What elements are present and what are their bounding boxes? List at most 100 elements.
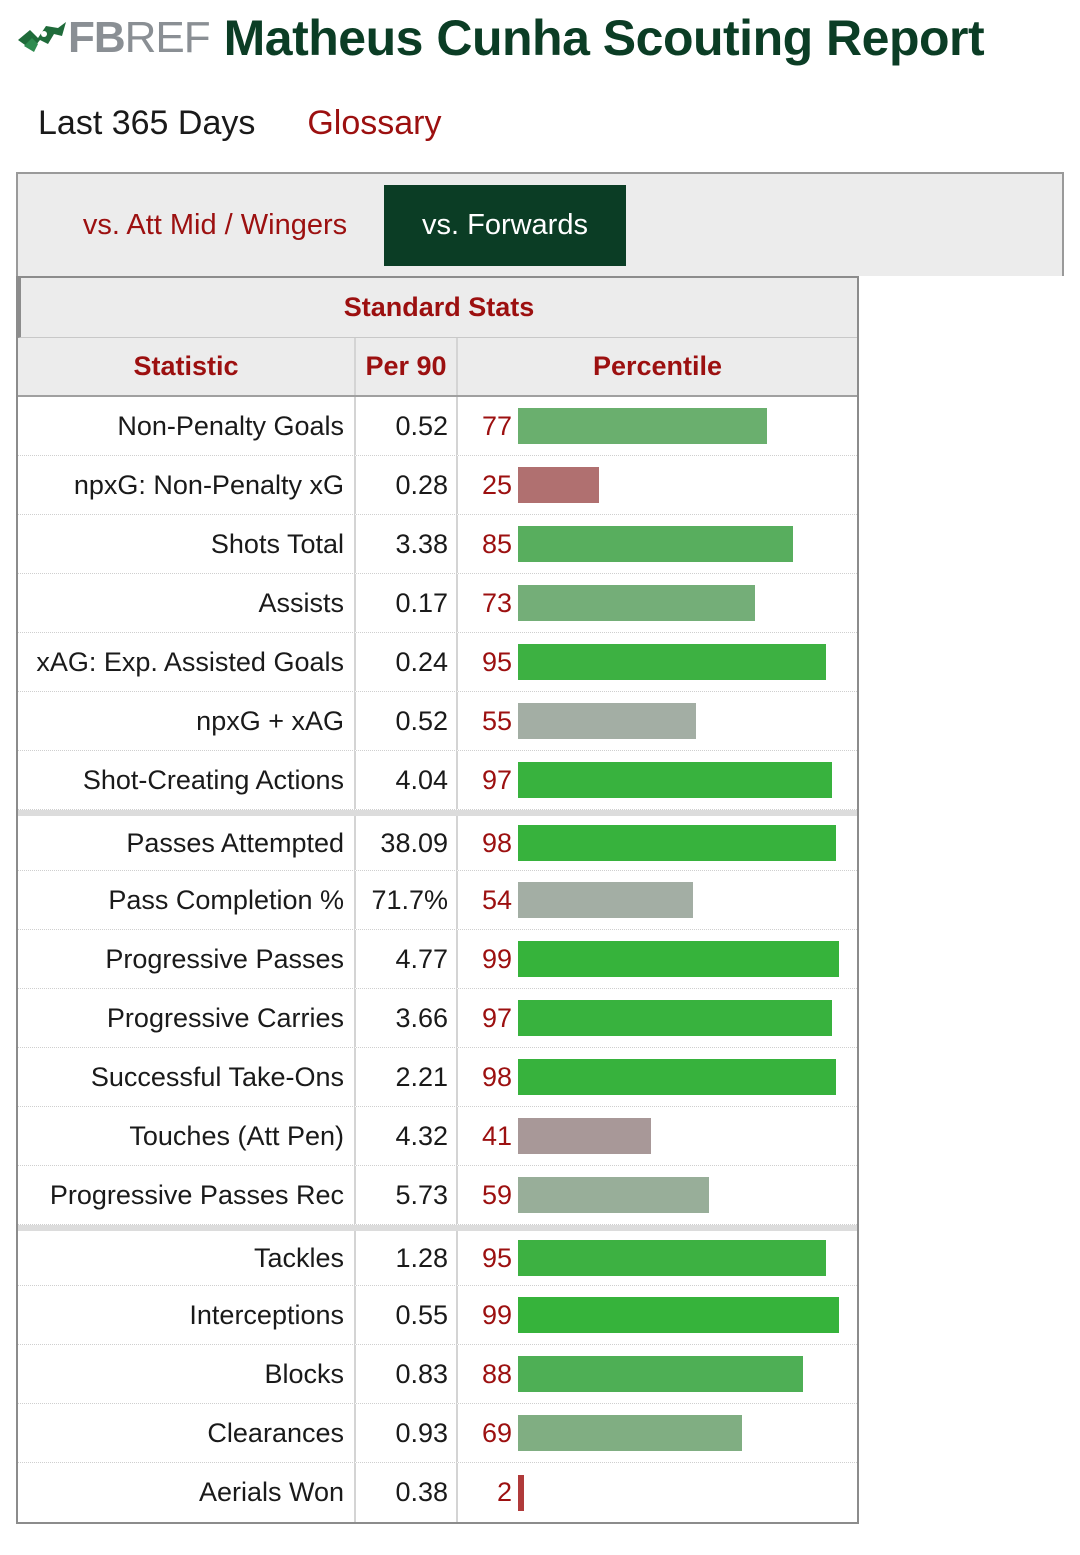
percentile-bar <box>518 1240 826 1276</box>
stat-name: npxG: Non-Penalty xG <box>18 456 356 514</box>
percentile-cell: 25 <box>458 456 857 514</box>
percentile-value: 95 <box>481 1242 512 1273</box>
percentile-value: 98 <box>481 1061 512 1092</box>
tab-forwards[interactable]: vs. Forwards <box>384 185 626 266</box>
percentile-value: 2 <box>496 1477 512 1507</box>
per90-value: 71.7% <box>356 871 458 929</box>
stat-name: Clearances <box>18 1404 356 1462</box>
table-row: Progressive Passes 4.77 99 <box>18 930 857 989</box>
percentile-bar-track <box>518 1356 840 1392</box>
percentile-value: 69 <box>481 1417 512 1448</box>
percentile-cell: 97 <box>458 989 857 1047</box>
percentile-value: 59 <box>481 1179 512 1210</box>
percentile-bar-track <box>518 941 840 977</box>
percentile-bar <box>518 1118 651 1154</box>
logo-text-ref: REF <box>124 13 211 62</box>
period-label: Last 365 Days <box>38 103 256 142</box>
per90-value: 1.28 <box>356 1231 458 1285</box>
per90-value: 38.09 <box>356 816 458 870</box>
per90-value: 4.77 <box>356 930 458 988</box>
per90-value: 0.83 <box>356 1345 458 1403</box>
percentile-value: 85 <box>481 528 512 559</box>
percentile-value: 99 <box>481 943 512 974</box>
column-header-statistic[interactable]: Statistic <box>18 338 356 395</box>
percentile-bar-track <box>518 703 840 739</box>
percentile-cell: 95 <box>458 1231 857 1285</box>
percentile-bar-track <box>518 1118 840 1154</box>
table-caption: Standard Stats <box>18 278 857 338</box>
page-title: Matheus Cunha Scouting Report <box>223 10 985 66</box>
per90-value: 0.93 <box>356 1404 458 1462</box>
percentile-bar <box>518 585 755 621</box>
percentile-bar-track <box>518 882 840 918</box>
percentile-cell: 99 <box>458 1286 857 1344</box>
stat-name: Interceptions <box>18 1286 356 1344</box>
per90-value: 0.55 <box>356 1286 458 1344</box>
table-row: Pass Completion % 71.7% 54 <box>18 871 857 930</box>
stat-name: Non-Penalty Goals <box>18 397 356 455</box>
table-row: Shots Total 3.38 85 <box>18 515 857 574</box>
per90-value: 0.52 <box>356 692 458 750</box>
per90-value: 0.52 <box>356 397 458 455</box>
percentile-bar <box>518 1177 709 1213</box>
percentile-bar <box>518 644 826 680</box>
percentile-cell: 97 <box>458 751 857 809</box>
per90-value: 0.28 <box>356 456 458 514</box>
per90-value: 0.24 <box>356 633 458 691</box>
per90-value: 0.17 <box>356 574 458 632</box>
column-header-percentile[interactable]: Percentile <box>592 351 723 381</box>
percentile-cell: 69 <box>458 1404 857 1462</box>
percentile-cell: 99 <box>458 930 857 988</box>
percentile-bar-track <box>518 1474 840 1511</box>
table-header-row: Statistic Per 90 Percentile <box>18 338 857 397</box>
tab-att-mid-wingers[interactable]: vs. Att Mid / Wingers <box>82 209 348 241</box>
stat-name: Progressive Passes <box>18 930 356 988</box>
percentile-bar-track <box>518 1240 840 1276</box>
per90-value: 3.38 <box>356 515 458 573</box>
stat-name: Shot-Creating Actions <box>18 751 356 809</box>
percentile-cell: 59 <box>458 1166 857 1224</box>
percentile-bar-track <box>518 825 840 861</box>
percentile-bar <box>518 1000 832 1036</box>
percentile-value: 97 <box>481 1002 512 1033</box>
percentile-bar <box>518 1059 836 1095</box>
percentile-bar <box>518 825 836 861</box>
percentile-cell: 95 <box>458 633 857 691</box>
table-row: Aerials Won 0.38 2 <box>18 1463 857 1522</box>
stat-name: Progressive Carries <box>18 989 356 1047</box>
stat-name: Shots Total <box>18 515 356 573</box>
stat-name: npxG + xAG <box>18 692 356 750</box>
percentile-value: 54 <box>481 884 512 915</box>
percentile-bar-track <box>518 1000 840 1036</box>
percentile-bar <box>518 1297 839 1333</box>
table-row: Passes Attempted 38.09 98 <box>18 810 857 871</box>
percentile-bar-track <box>518 467 840 503</box>
table-row: Progressive Passes Rec 5.73 59 <box>18 1166 857 1225</box>
percentile-cell: 85 <box>458 515 857 573</box>
per90-value: 4.32 <box>356 1107 458 1165</box>
fbref-logo[interactable]: FB REF <box>16 13 211 62</box>
table-row: Assists 0.17 73 <box>18 574 857 633</box>
percentile-cell: 77 <box>458 397 857 455</box>
glossary-link[interactable]: Glossary <box>307 103 442 142</box>
percentile-value: 73 <box>481 587 512 618</box>
percentile-bar <box>518 526 793 562</box>
column-header-per90[interactable]: Per 90 <box>356 338 458 395</box>
table-row: Shot-Creating Actions 4.04 97 <box>18 751 857 810</box>
per90-value: 2.21 <box>356 1048 458 1106</box>
stat-name: Assists <box>18 574 356 632</box>
percentile-cell: 2 <box>458 1463 857 1522</box>
stat-name: Passes Attempted <box>18 816 356 870</box>
per90-value: 5.73 <box>356 1166 458 1224</box>
percentile-cell: 73 <box>458 574 857 632</box>
percentile-bar-track <box>518 1059 840 1095</box>
table-row: Interceptions 0.55 99 <box>18 1286 857 1345</box>
percentile-bar-track <box>518 585 840 621</box>
percentile-value: 25 <box>481 469 512 500</box>
percentile-bar-track <box>518 1415 840 1451</box>
percentile-bar <box>518 1474 524 1511</box>
stat-name: Aerials Won <box>18 1463 356 1522</box>
logo-text-fb: FB <box>68 13 126 62</box>
percentile-value: 88 <box>481 1358 512 1389</box>
percentile-bar <box>518 762 832 798</box>
